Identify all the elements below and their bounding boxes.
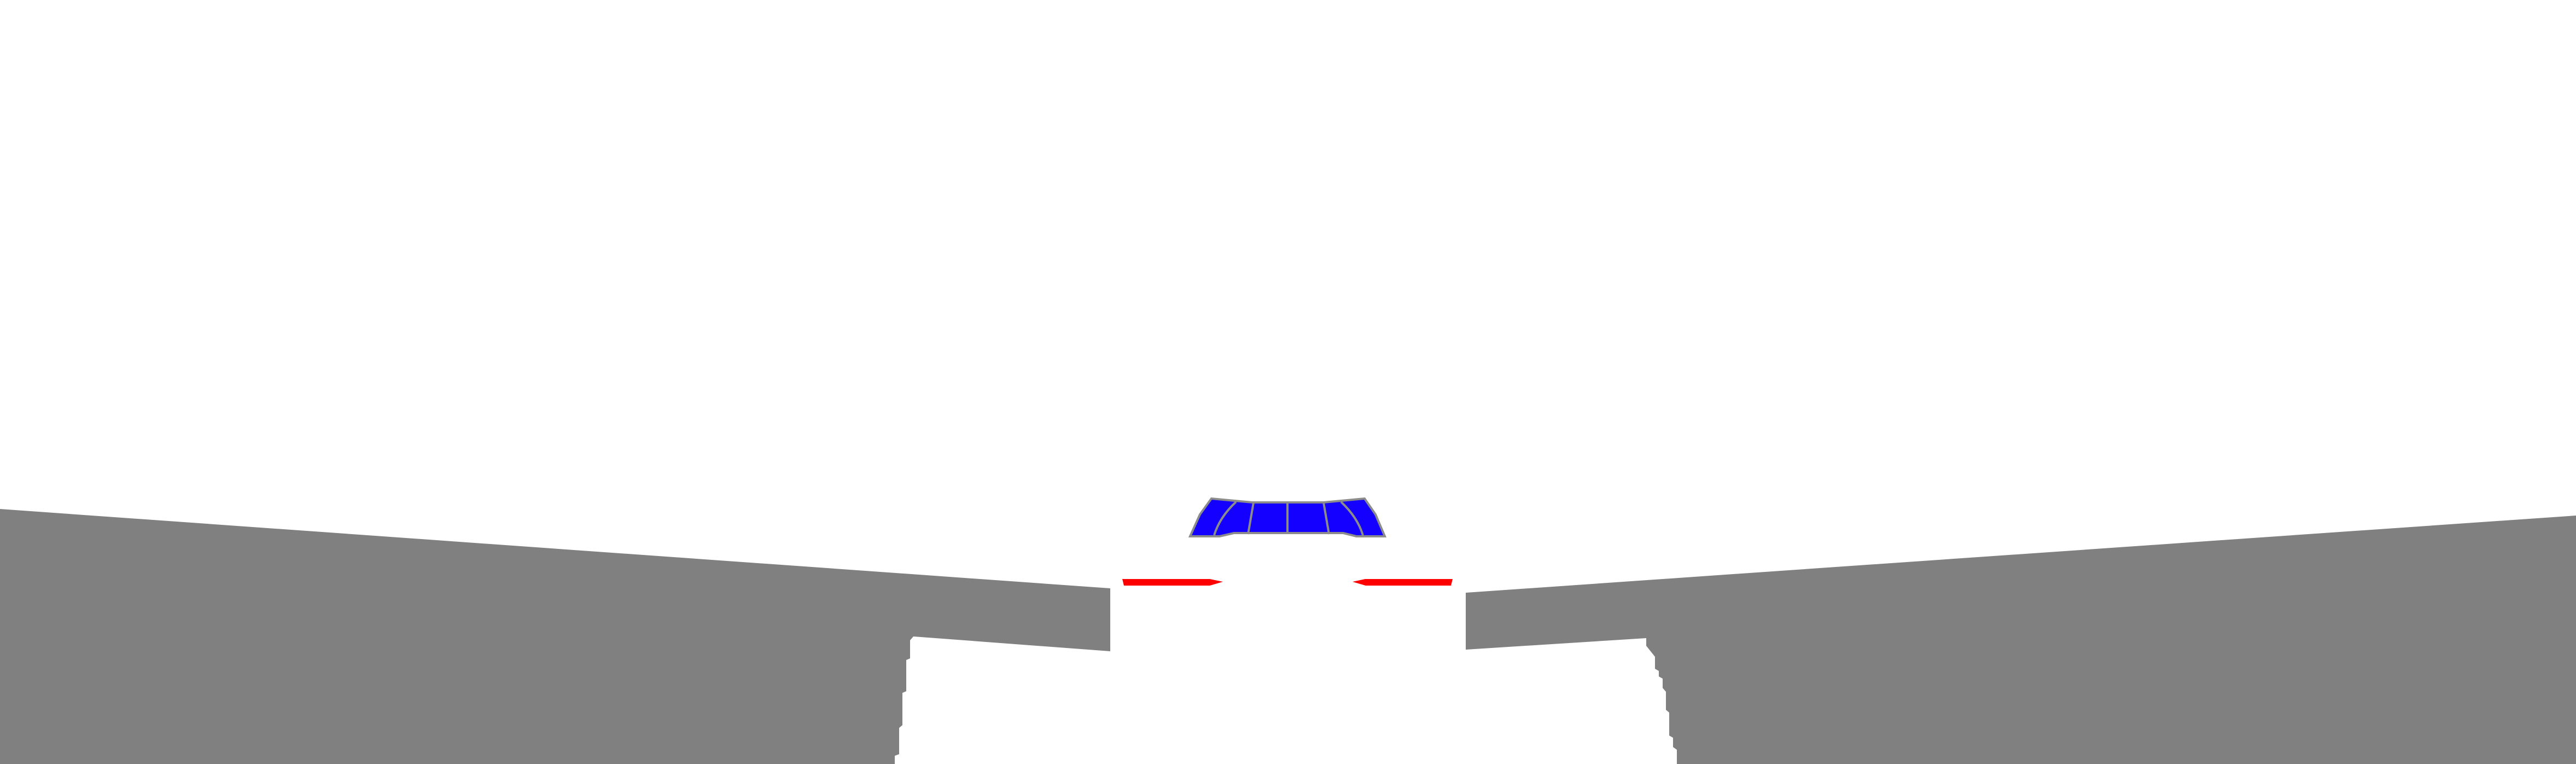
mirror-right [1353,579,1453,586]
car-rear-wing [1188,497,1387,537]
mirror-left [1122,579,1223,586]
ground-left [0,509,1110,764]
wing-lines [1213,501,1364,536]
ground-right [1466,516,2576,764]
